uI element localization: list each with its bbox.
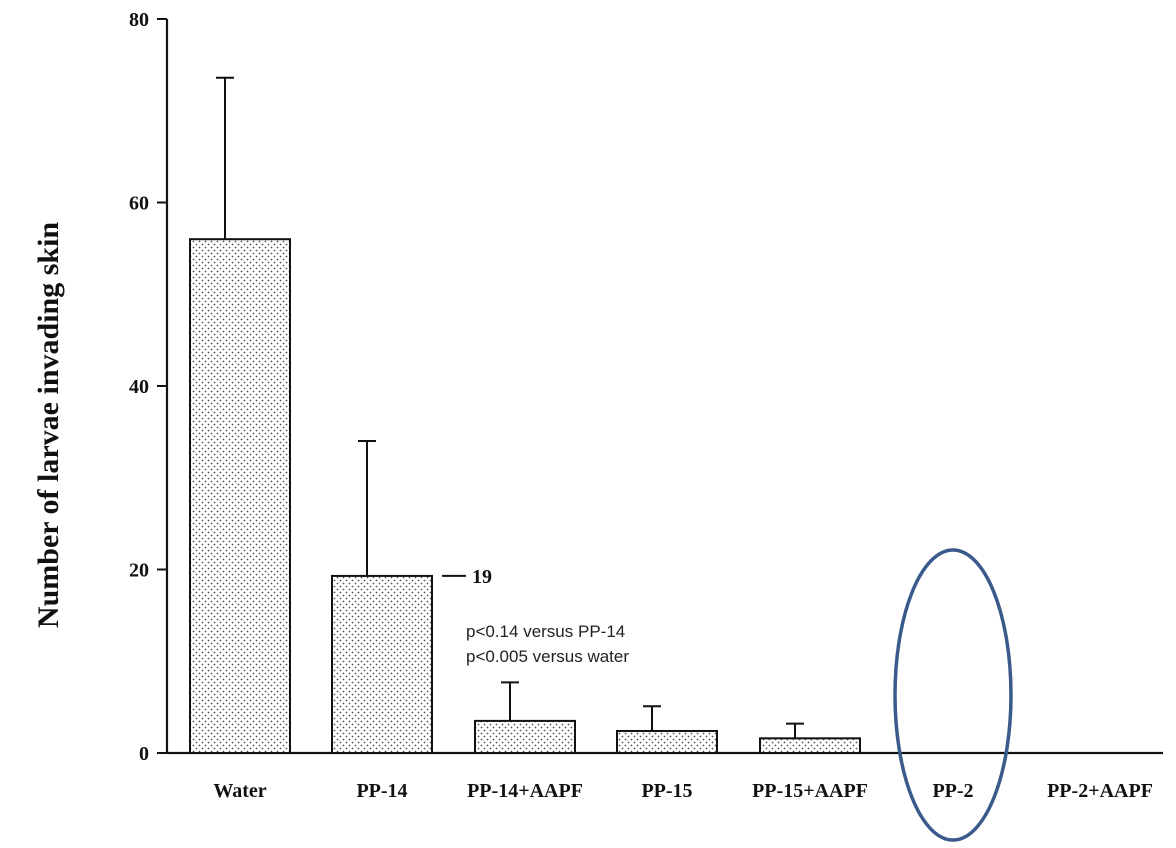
x-category-label: PP-2+AAPF <box>1047 780 1153 802</box>
value-annotation-label: 19 <box>472 566 492 588</box>
stats-annotation-line-2: p<0.005 versus water <box>466 647 629 666</box>
bar <box>331 574 433 754</box>
y-tick-label: 80 <box>129 9 149 31</box>
annotation-group: Number of larvae invading skin p<0.14 ve… <box>32 222 1013 842</box>
y-tick-label: 20 <box>129 560 149 582</box>
bars-group <box>189 76 861 755</box>
y-axis-label: Number of larvae invading skin <box>32 222 65 628</box>
bar <box>474 719 576 755</box>
y-tick-label: 40 <box>129 376 149 398</box>
x-category-label: PP-15 <box>641 780 692 802</box>
highlight-ellipse <box>893 548 1013 842</box>
x-category-label: Water <box>213 780 266 802</box>
labels-group: Water PP-14 PP-14+AAPF PP-15 PP-15+AAPF PP-2 P… <box>213 780 1153 802</box>
stats-annotation-line-1: p<0.14 versus PP-14 <box>466 622 625 641</box>
x-category-label: PP-15+AAPF <box>752 780 868 802</box>
bar <box>759 737 861 755</box>
x-category-label: PP-14+AAPF <box>467 780 583 802</box>
bar <box>189 238 291 754</box>
y-tick-label: 0 <box>139 743 149 765</box>
x-category-label: PP-14 <box>356 780 407 802</box>
x-category-label: PP-2 <box>932 780 973 802</box>
y-tick-label: 60 <box>129 193 149 215</box>
bar <box>616 729 718 754</box>
